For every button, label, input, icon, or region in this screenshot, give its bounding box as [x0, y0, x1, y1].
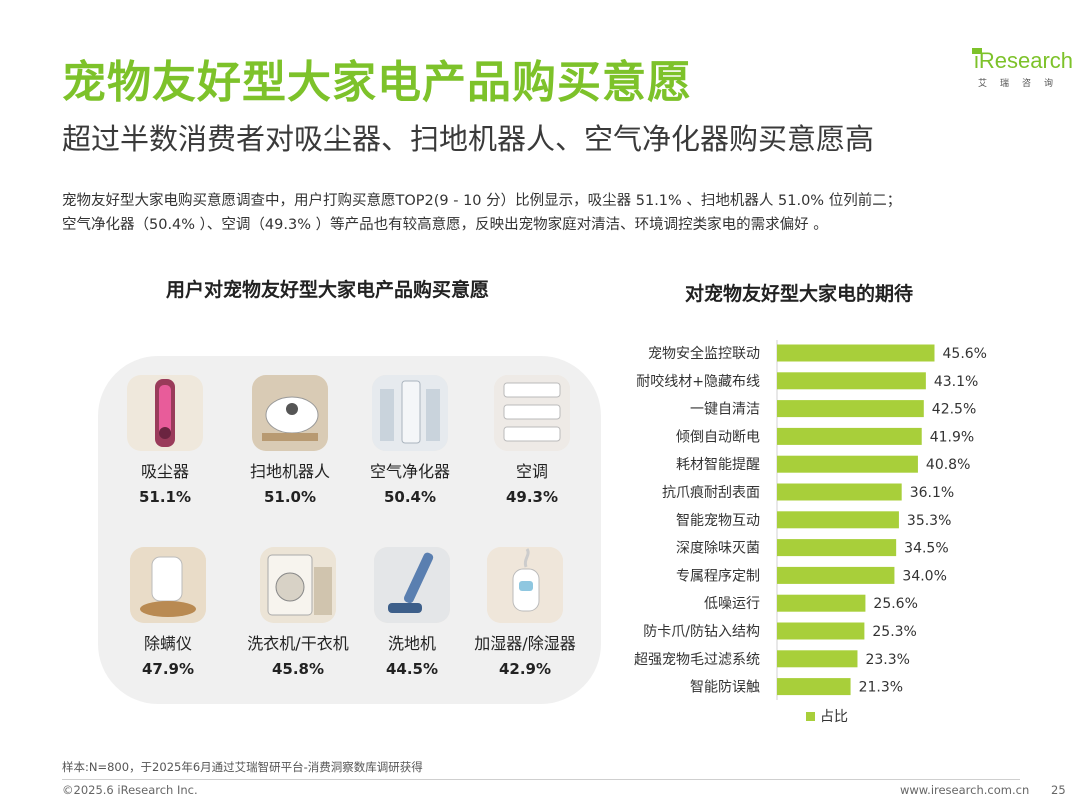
data-label: 25.6%: [873, 596, 917, 612]
category-label: 耐咬线材+隐藏布线: [636, 373, 760, 390]
data-label: 35.3%: [907, 513, 951, 529]
data-label: 42.5%: [932, 402, 976, 418]
product-name: 洗衣机/干衣机: [247, 634, 349, 653]
data-label: 36.1%: [910, 485, 954, 501]
bar: [777, 539, 897, 557]
bar: [777, 427, 922, 445]
data-label: 40.8%: [926, 457, 970, 473]
category-label: 宠物安全监控联动: [648, 345, 760, 362]
page-title: 宠物友好型大家电产品购买意愿: [62, 57, 692, 108]
data-label: 21.3%: [859, 680, 903, 696]
category-label: 智能防误触: [690, 680, 760, 696]
bar: [777, 594, 866, 612]
bar: [777, 511, 899, 529]
floor-scrubber-icon: [374, 547, 450, 623]
footer-divider: [62, 779, 1020, 780]
data-label: 25.3%: [872, 624, 916, 640]
air-conditioner-icon: [494, 375, 570, 451]
category-label: 一键自清洁: [690, 402, 760, 418]
description-line-2: 空气净化器（50.4% ）、空调（49.3% ）等产品也有较高意愿，反映出宠物家…: [62, 217, 828, 233]
category-label: 倾倒自动断电: [676, 429, 760, 445]
product-name: 吸尘器: [140, 462, 189, 481]
category-label: 防卡爪/防钻入结构: [643, 624, 760, 640]
product-name: 扫地机器人: [249, 462, 330, 481]
website-link[interactable]: www.iresearch.com.cn: [900, 783, 1030, 797]
product-value: 45.8%: [271, 660, 325, 678]
chart-title: 对宠物友好型大家电的期待: [685, 283, 914, 305]
bar: [777, 372, 926, 390]
data-label: 43.1%: [934, 374, 978, 390]
bar: [777, 344, 935, 362]
category-label: 抗爪痕耐刮表面: [662, 485, 760, 501]
data-label: 41.9%: [930, 429, 974, 445]
product-humidifier: 加湿器/除湿器 42.9%: [465, 547, 585, 678]
washing-machine-icon: [260, 547, 336, 623]
product-value: 50.4%: [383, 488, 437, 506]
copyright: ©2025.6 iResearch Inc.: [62, 783, 198, 797]
humidifier-icon: [487, 547, 563, 623]
product-air-conditioner: 空调 49.3%: [472, 375, 592, 506]
robot-vacuum-icon: [252, 375, 328, 451]
sample-note: 样本:N=800，于2025年6月通过艾瑞智研平台-消费洞察数库调研获得: [62, 760, 423, 774]
legend-swatch: [806, 712, 815, 721]
product-robot-vacuum: 扫地机器人 51.0%: [230, 375, 350, 506]
page-subtitle: 超过半数消费者对吸尘器、扫地机器人、空气净化器购买意愿高: [62, 122, 875, 156]
left-section-title: 用户对宠物友好型大家电产品购买意愿: [166, 279, 490, 301]
category-label: 深度除味灭菌: [676, 541, 760, 557]
logo-mark: [972, 48, 982, 54]
product-value: 51.1%: [138, 488, 192, 506]
product-vacuum-cleaner: 吸尘器 51.1%: [105, 375, 225, 506]
product-name: 加湿器/除湿器: [474, 634, 576, 653]
product-value: 49.3%: [505, 488, 559, 506]
product-value: 51.0%: [263, 488, 317, 506]
logo-subtext: 艾瑞咨询: [978, 79, 1067, 89]
legend-label: 占比: [820, 709, 848, 725]
bar: [777, 622, 865, 640]
product-name: 空气净化器: [369, 462, 450, 481]
category-label: 超强宠物毛过滤系统: [634, 652, 760, 668]
mite-remover-icon: [130, 547, 206, 623]
vacuum-cleaner-icon: [127, 375, 203, 451]
page-number: 25: [1051, 783, 1066, 797]
category-label: 耗材智能提醒: [676, 457, 760, 473]
bar: [777, 678, 851, 696]
product-value: 44.5%: [385, 660, 439, 678]
category-label: 智能宠物互动: [676, 513, 760, 529]
data-label: 23.3%: [865, 652, 909, 668]
data-label: 34.5%: [904, 541, 948, 557]
description: 宠物友好型大家电购买意愿调查中，用户打购买意愿TOP2(9 - 10 分）比例显…: [62, 189, 1012, 237]
product-washing-machine: 洗衣机/干衣机 45.8%: [238, 547, 358, 678]
product-name: 洗地机: [387, 634, 436, 653]
bar: [777, 483, 902, 501]
bar: [777, 566, 895, 584]
product-air-purifier: 空气净化器 50.4%: [350, 375, 470, 506]
air-purifier-icon: [372, 375, 448, 451]
iresearch-logo: iResearch 艾瑞咨询: [960, 42, 1074, 92]
bar: [777, 455, 918, 473]
category-label: 低噪运行: [704, 596, 760, 612]
data-label: 45.6%: [943, 346, 987, 362]
bar: [777, 650, 858, 668]
description-line-1: 宠物友好型大家电购买意愿调查中，用户打购买意愿TOP2(9 - 10 分）比例显…: [62, 193, 902, 209]
data-label: 34.0%: [902, 568, 946, 584]
product-floor-scrubber: 洗地机 44.5%: [352, 547, 472, 678]
product-name: 空调: [515, 462, 548, 481]
logo-text: iResearch: [974, 48, 1074, 73]
category-label: 专属程序定制: [676, 568, 760, 584]
product-value: 42.9%: [498, 660, 552, 678]
product-name: 除螨仪: [143, 634, 192, 653]
product-value: 47.9%: [141, 660, 195, 678]
product-mite-remover: 除螨仪 47.9%: [108, 547, 228, 678]
bar: [777, 400, 924, 418]
